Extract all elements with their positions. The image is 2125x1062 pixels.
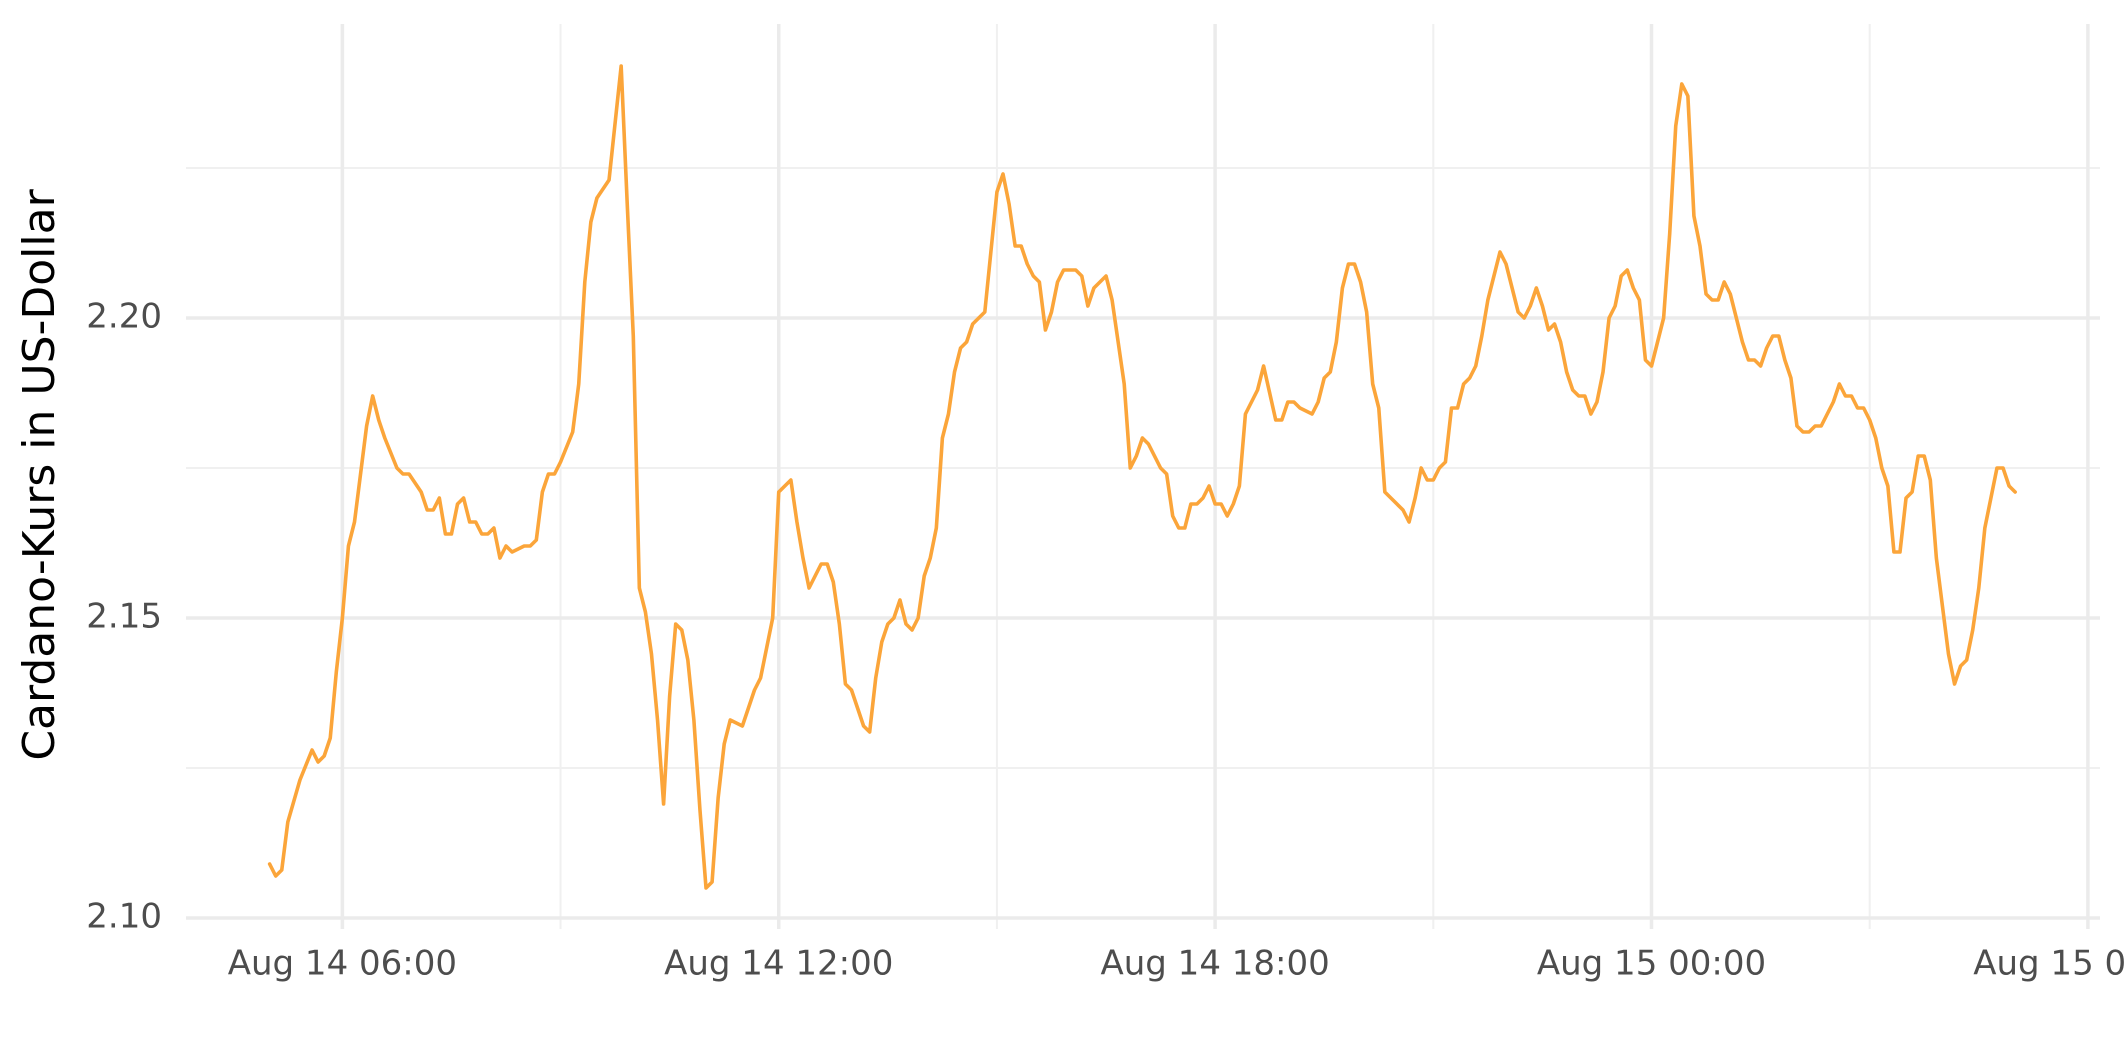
x-tick-label: Aug 15 06:00 xyxy=(1973,944,2125,984)
price-line xyxy=(267,64,2017,890)
y-tick-label: 2.20 xyxy=(86,297,162,337)
axis-labels: 2.10 2.15 2.20 Aug 14 06:00 Aug 14 12:00 Aug … xyxy=(86,297,2125,984)
grid xyxy=(186,24,2100,929)
x-tick-label: Aug 14 12:00 xyxy=(664,944,893,984)
y-tick-label: 2.15 xyxy=(86,597,162,637)
x-tick-label: Aug 15 00:00 xyxy=(1537,944,1766,984)
y-axis-title: Cardano-Kurs in US-Dollar xyxy=(14,188,65,760)
x-tick-label: Aug 14 06:00 xyxy=(228,944,457,984)
x-tick-label: Aug 14 18:00 xyxy=(1100,944,1329,984)
y-tick-label: 2.10 xyxy=(86,897,162,937)
plot-area xyxy=(267,64,2017,890)
